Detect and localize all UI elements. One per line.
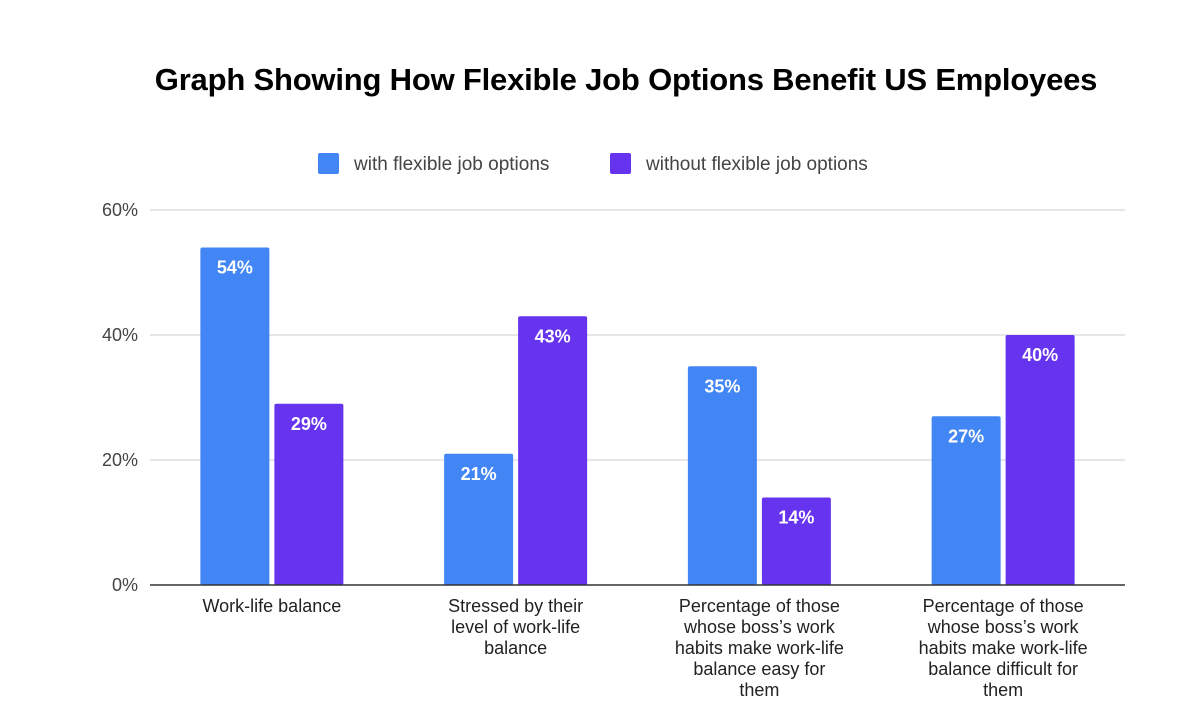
y-tick-label: 20% bbox=[102, 450, 138, 470]
y-tick-label: 60% bbox=[102, 200, 138, 220]
legend: with flexible job options without flexibl… bbox=[318, 153, 868, 175]
data-label: 27% bbox=[948, 426, 984, 446]
legend-swatch bbox=[318, 153, 339, 174]
y-tick-label: 40% bbox=[102, 325, 138, 345]
data-label: 21% bbox=[461, 464, 497, 484]
bar bbox=[274, 403, 344, 585]
legend-label: without flexible job options bbox=[645, 154, 868, 175]
chart-title: Graph Showing How Flexible Job Options B… bbox=[154, 62, 1098, 97]
bar bbox=[518, 316, 588, 585]
bar bbox=[200, 247, 270, 585]
legend-label: with flexible job options bbox=[353, 154, 549, 175]
data-label: 54% bbox=[217, 258, 253, 278]
bar bbox=[444, 453, 514, 585]
data-label: 40% bbox=[1022, 345, 1058, 365]
y-tick-label: 0% bbox=[112, 575, 138, 595]
bar bbox=[761, 497, 831, 585]
data-label: 35% bbox=[704, 376, 740, 396]
data-label: 29% bbox=[291, 414, 327, 434]
x-tick-label: Percentage of those whose boss’s work habi… bbox=[919, 596, 1088, 700]
data-label: 14% bbox=[778, 508, 814, 528]
bar bbox=[931, 416, 1001, 585]
x-tick-label: Stressed by their level of work-life balan… bbox=[448, 596, 583, 658]
legend-swatch bbox=[610, 153, 631, 174]
x-tick-label: Percentage of those whose boss’s work habi… bbox=[675, 596, 844, 700]
data-label: 43% bbox=[535, 326, 571, 346]
bar bbox=[1005, 335, 1075, 585]
bar bbox=[687, 366, 757, 585]
x-tick-label: Work-life balance bbox=[203, 596, 342, 616]
bars: 54% 21% 35% 27% 29% 43% 14% 40% bbox=[200, 247, 1075, 585]
axis: 0% 20% 40% 60% Work-life balance Stressed by … bbox=[102, 200, 1125, 700]
